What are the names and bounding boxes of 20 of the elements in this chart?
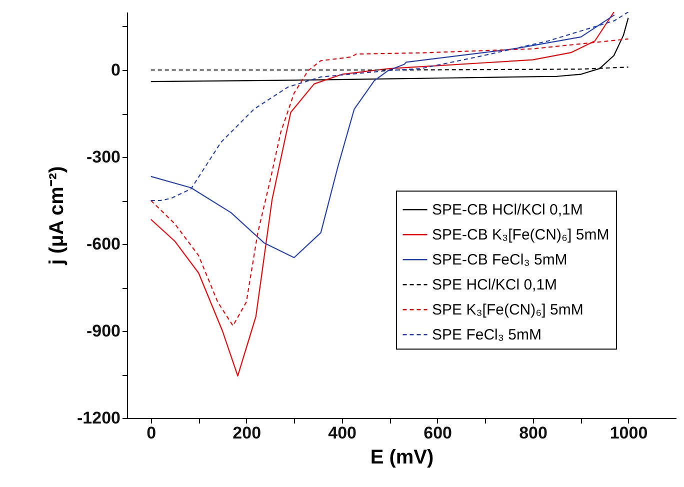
x-tick-label: 0 [146,424,156,442]
y-tick-label: -1200 [77,408,120,428]
x-tick-label: 800 [519,424,548,442]
legend-label: SPE-CB HCl/KCl 0,1M [432,202,583,219]
x-tick-label: 600 [424,424,452,442]
y-tick-label: -900 [86,322,120,340]
legend-label: SPE FeCl₃ 5mM [432,326,542,344]
x-axis-title: E (mV) [370,446,434,468]
legend-label: SPE K₃[Fe(CN)₆] 5mM [432,302,584,319]
line-series [150,17,629,82]
x-tick-label: 200 [232,424,262,442]
legend-label: SPE-CB FeCl₃ 5mM [432,252,568,269]
y-axis-title: j (μA cm⁻²) [46,166,68,266]
y-tick-label: 0 [111,60,120,80]
y-tick-label: -300 [86,148,120,166]
x-tick-label: 1000 [610,424,648,442]
y-tick-label: -600 [86,234,120,254]
legend-label: SPE HCl/KCl 0,1M [432,276,558,294]
x-tick-label: 400 [328,424,357,442]
legend-label: SPE-CB K₃[Fe(CN)₆] 5mM [432,226,610,244]
